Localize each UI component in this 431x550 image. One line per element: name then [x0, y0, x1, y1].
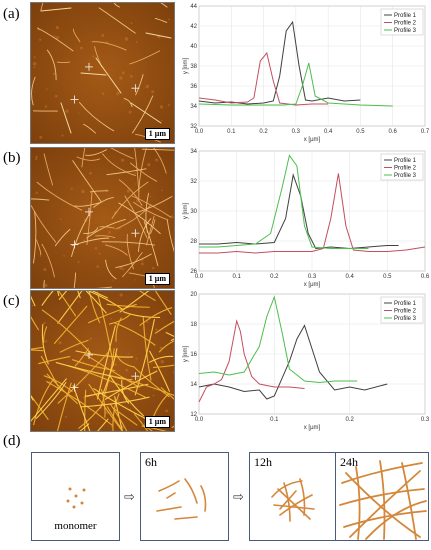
x-axis-label: x [μm]	[304, 137, 321, 143]
y-tick-label: 14	[190, 382, 197, 388]
x-tick-label: 0.3	[308, 274, 317, 280]
y-axis-label: y [nm]	[183, 346, 189, 363]
x-tick-label: 0.7	[421, 129, 430, 135]
series-line-3	[198, 295, 358, 384]
legend-entry-1: Profile 1	[394, 158, 417, 164]
stage-6h: 6h	[140, 452, 229, 541]
panel-letter-d: (d)	[3, 433, 21, 449]
afm-image-c: 1 μm	[30, 290, 175, 432]
scale-bar-b: 1 μm	[144, 273, 170, 285]
x-tick-label: 0.1	[227, 129, 236, 135]
y-tick-label: 18	[190, 322, 197, 328]
afm-image-b: 1 μm	[30, 147, 175, 289]
y-tick-label: 12	[190, 412, 197, 418]
y-tick-label: 38	[190, 64, 197, 70]
monomer-dots	[66, 487, 86, 509]
afm-image-a: 1 μm	[30, 2, 175, 144]
series-line-2	[198, 51, 329, 106]
y-tick-label: 36	[190, 84, 197, 90]
x-tick-label: 0.6	[421, 274, 430, 280]
series-line-3	[198, 62, 393, 107]
x-tick-label: 0.3	[421, 417, 430, 423]
y-axis-label: y [nm]	[183, 58, 189, 75]
x-axis-label: x [μm]	[304, 282, 321, 288]
fibrils-6h	[156, 478, 207, 520]
y-tick-label: 26	[190, 269, 197, 275]
legend-entry-2: Profile 2	[394, 166, 417, 172]
series-line-1	[198, 324, 388, 400]
x-tick-label: 0.5	[356, 129, 365, 135]
y-tick-label: 34	[190, 149, 197, 155]
x-tick-label: 0.2	[270, 274, 279, 280]
x-tick-label: 0.0	[195, 274, 204, 280]
panel-letter-c: (c)	[3, 293, 20, 309]
stage-label-6h: 6h	[145, 455, 157, 469]
panel-letter-a: (a)	[3, 6, 20, 22]
y-tick-label: 32	[190, 179, 197, 185]
arrow-icon-1: ⇨	[124, 490, 135, 505]
x-tick-label: 0.2	[345, 417, 354, 423]
legend-entry-3: Profile 3	[394, 316, 417, 322]
legend-entry-1: Profile 1	[394, 13, 417, 19]
x-tick-label: 0.4	[345, 274, 354, 280]
series-line-2	[198, 319, 305, 403]
stage-12h: 12h	[249, 452, 338, 541]
arrow-icon-2: ⇨	[233, 490, 244, 505]
x-tick-label: 0.1	[232, 274, 241, 280]
legend-entry-1: Profile 1	[394, 301, 417, 307]
y-tick-label: 28	[190, 239, 197, 245]
stage-label-24h: 24h	[340, 455, 358, 469]
panel-letter-b: (b)	[3, 150, 21, 166]
legend-entry-2: Profile 2	[394, 21, 417, 27]
y-tick-label: 20	[190, 292, 197, 298]
stage-monomer: monomer	[31, 452, 120, 541]
fibrils-12h	[271, 478, 315, 522]
legend-entry-3: Profile 3	[394, 173, 417, 179]
scale-bar-a: 1 μm	[144, 128, 170, 140]
x-tick-label: 0.0	[195, 129, 204, 135]
x-tick-label: 0.6	[389, 129, 398, 135]
legend-entry-2: Profile 2	[394, 309, 417, 315]
y-axis-label: y [nm]	[183, 203, 189, 220]
series-line-2	[199, 173, 426, 254]
stage-24h: 24h	[335, 452, 429, 541]
scale-bar-c: 1 μm	[144, 416, 170, 428]
y-tick-label: 40	[190, 44, 197, 50]
series-line-3	[199, 154, 369, 249]
fibrils-24h	[339, 460, 427, 540]
x-tick-label: 0.0	[195, 417, 204, 423]
profile-chart-a: 32 34 36 38 40 42 44 0.0 0.1 0.2 0.3 0.4 0.5 0.6 0.7 x …	[183, 2, 430, 144]
stage-label-12h: 12h	[254, 455, 272, 469]
monomer-label: monomer	[54, 520, 97, 532]
x-tick-label: 0.4	[324, 129, 333, 135]
legend-entry-3: Profile 3	[394, 28, 417, 34]
y-tick-label: 34	[190, 104, 197, 110]
x-tick-label: 0.5	[383, 274, 392, 280]
y-tick-label: 42	[190, 24, 197, 30]
x-tick-label: 0.2	[259, 129, 268, 135]
profile-chart-c: 12 14 16 18 20 0.0 0.1 0.2 0.3 x [μm] y [nm] Profil…	[183, 290, 430, 432]
y-tick-label: 16	[190, 352, 197, 358]
y-tick-label: 44	[190, 4, 197, 10]
y-tick-label: 32	[190, 124, 197, 130]
x-tick-label: 0.1	[270, 417, 279, 423]
y-tick-label: 30	[190, 209, 197, 215]
profile-chart-b: 26 28 30 32 34 0.0 0.1 0.2 0.3 0.4 0.5 0.6 x [μm] y […	[183, 147, 430, 289]
x-tick-label: 0.3	[292, 129, 301, 135]
x-axis-label: x [μm]	[304, 425, 321, 431]
